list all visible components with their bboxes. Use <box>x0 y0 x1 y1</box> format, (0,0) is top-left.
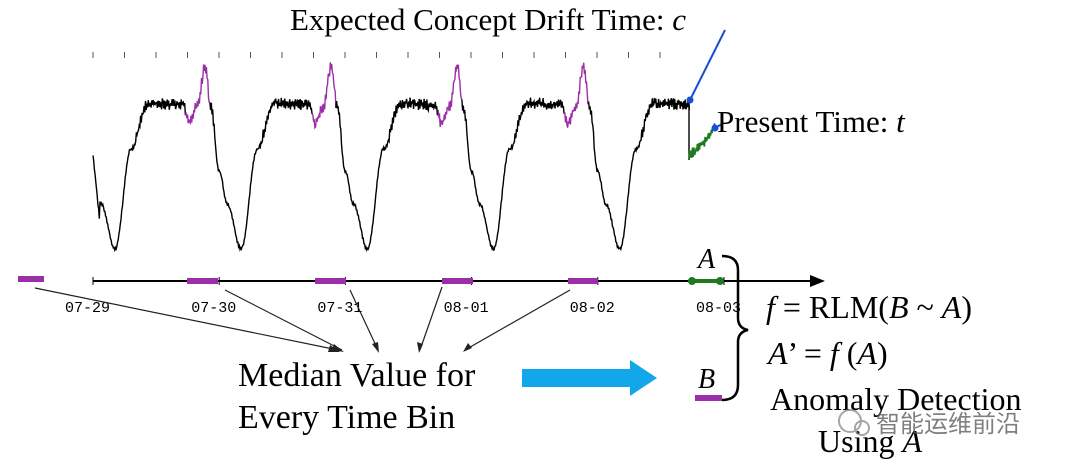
text-part: ’ = <box>788 335 830 371</box>
text-part: A <box>900 423 922 459</box>
text-part: A <box>766 335 788 371</box>
x-tick-label: 07-31 <box>317 300 362 317</box>
present-dot <box>711 124 719 132</box>
formula: Anomaly Detection <box>770 381 1021 417</box>
arrow-head <box>463 343 472 352</box>
text-part: B <box>889 289 909 325</box>
text-part: ( <box>839 335 858 371</box>
bin-dot <box>688 277 696 285</box>
brace <box>721 254 749 402</box>
label-b: B <box>698 364 715 395</box>
arrows <box>34 286 571 351</box>
median-bin <box>568 278 598 284</box>
arrow <box>224 289 343 351</box>
median-label: Every Time Bin <box>238 399 455 436</box>
text-part: A <box>855 335 877 371</box>
arrow <box>34 287 339 351</box>
axis-arrow <box>810 275 825 287</box>
x-tick-label: 07-30 <box>191 300 236 317</box>
arrow <box>419 286 443 351</box>
series-line <box>335 97 439 253</box>
drift-label: Expected Concept Drift Time: c <box>290 2 686 37</box>
text-part: t <box>896 104 906 139</box>
formula: A’ = f (A) <box>766 335 888 371</box>
watermark: 智能运维前沿 <box>838 409 1020 438</box>
arrow <box>464 289 571 351</box>
text-part: A <box>940 289 962 325</box>
median-bin <box>695 395 722 401</box>
present-bin <box>688 277 724 285</box>
arrow-head <box>417 342 423 353</box>
series-line <box>184 64 211 125</box>
x-tick-label: 07-29 <box>65 300 110 317</box>
text-part: Expected Concept Drift Time: <box>290 2 672 37</box>
formula: Using A <box>818 423 922 459</box>
series-line <box>311 62 337 130</box>
top-ticks <box>92 52 661 58</box>
axis-ticks: 07-29 07-30 07-31 08-01 08-02 08-03 <box>65 277 741 317</box>
label-a: A <box>696 244 716 275</box>
present-line <box>688 122 716 159</box>
text-part: Using <box>818 423 902 459</box>
median-bin <box>442 278 473 284</box>
text-part: c <box>672 2 686 37</box>
series-line <box>209 97 313 252</box>
arrow-heads <box>328 342 472 353</box>
median-label: Median Value for <box>238 357 476 394</box>
formula: f = RLM(B ~ A) <box>766 289 972 325</box>
median-bins <box>18 276 722 401</box>
series-line <box>587 97 691 252</box>
x-tick-label: 08-03 <box>696 300 741 317</box>
present-label: Present Time: t <box>717 104 906 139</box>
arrow-head <box>332 344 344 352</box>
text-part: ) <box>961 289 972 325</box>
drift-pointer <box>689 29 726 101</box>
text-part: ) <box>877 335 888 371</box>
text-part: Present Time: <box>717 104 896 139</box>
text-part: Anomaly Detection <box>770 381 1021 417</box>
arrow-head <box>372 342 379 353</box>
watermark-icon <box>854 420 870 436</box>
series-line <box>92 98 187 253</box>
x-tick-label: 08-02 <box>570 300 615 317</box>
x-tick-label: 08-01 <box>444 300 489 317</box>
text-part: ~ <box>908 289 941 325</box>
series-line <box>437 64 463 127</box>
watermark-text: 智能运维前沿 <box>876 410 1020 438</box>
big-arrow <box>522 360 657 396</box>
time-series <box>92 62 716 253</box>
series-line <box>461 97 565 252</box>
arrow <box>349 289 379 351</box>
text-part: = RLM( <box>775 289 889 325</box>
series-line <box>563 62 590 128</box>
median-bin <box>187 278 218 284</box>
drift-dot <box>686 96 694 104</box>
median-bin <box>315 278 346 284</box>
bin-dot <box>716 277 724 285</box>
median-bin <box>18 276 44 282</box>
